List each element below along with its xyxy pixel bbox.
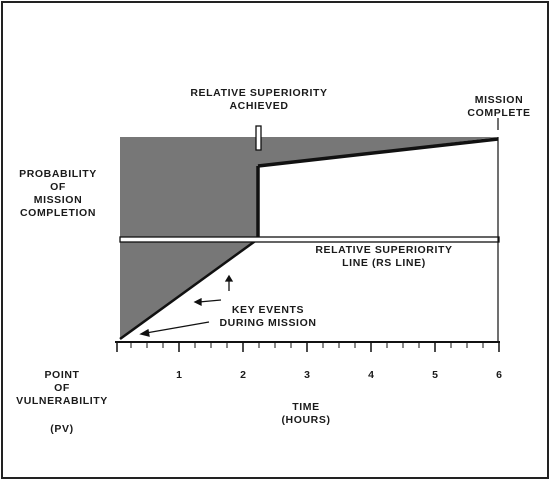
x-tick-label: 6	[496, 369, 502, 381]
key-events-label-line1: KEY EVENTS	[232, 304, 304, 316]
x-tick-label: 1	[176, 369, 182, 381]
y-axis-label-line4: COMPLETION	[20, 207, 96, 219]
y-axis-label-line1: PROBABILITY	[19, 168, 97, 180]
key-events-label-line2: DURING MISSION	[219, 317, 316, 329]
key-event-arrows	[139, 274, 234, 337]
probability-line-top	[257, 137, 499, 168]
probability-line-rise	[119, 237, 259, 341]
pv-label-line3: VULNERABILITY	[16, 395, 108, 407]
x-axis-major-ticks	[116, 342, 500, 352]
arrow-head-icon	[224, 274, 234, 282]
key-event-arrow-diagonal	[145, 321, 210, 334]
x-tick-label: 4	[368, 369, 374, 381]
x-axis-label-line1: TIME	[292, 401, 319, 413]
pv-label-line4: (PV)	[50, 423, 73, 435]
pv-label-line2: OF	[54, 382, 70, 394]
x-axis-label-line2: (HOURS)	[281, 414, 330, 426]
rs-achieved-label-line1: RELATIVE SUPERIORITY	[190, 87, 327, 99]
mission-complete-label-line1: MISSION	[475, 94, 524, 106]
arrow-head-icon	[139, 328, 150, 337]
key-event-arrow-left	[198, 299, 222, 303]
mission-complete-label-line2: COMPLETE	[467, 107, 530, 119]
rs-achieved-marker	[255, 125, 262, 151]
rs-line-label-line2: LINE (RS LINE)	[342, 257, 426, 269]
x-tick-label: 5	[432, 369, 438, 381]
rs-line	[119, 236, 500, 243]
rs-line-label-line1: RELATIVE SUPERIORITY	[315, 244, 452, 256]
x-tick-label: 2	[240, 369, 246, 381]
y-axis-label-line2: OF	[50, 181, 66, 193]
arrow-head-icon	[193, 297, 202, 307]
rs-achieved-label-line2: ACHIEVED	[229, 100, 288, 112]
y-axis-label-line3: MISSION	[34, 194, 83, 206]
x-tick-label: 3	[304, 369, 310, 381]
pv-label-line1: POINT	[44, 369, 79, 381]
